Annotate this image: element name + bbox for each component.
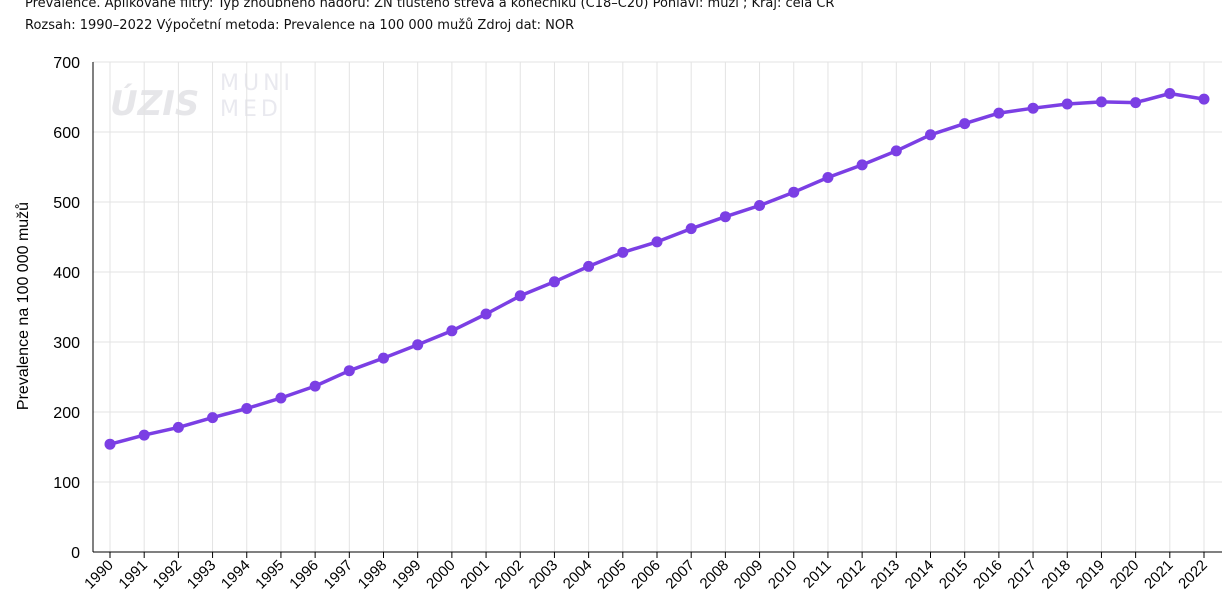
- x-tick-label: 2012: [833, 557, 869, 593]
- x-tick-label: 2015: [936, 557, 972, 593]
- data-point: [925, 129, 936, 141]
- x-tick-label: 2005: [594, 557, 630, 593]
- data-point: [617, 246, 629, 258]
- y-tick-label: 600: [53, 125, 80, 142]
- x-tick-label: 1993: [184, 557, 220, 593]
- uzis-logo: ÚZIS: [110, 83, 199, 124]
- data-point: [104, 438, 116, 450]
- y-tick-label: 500: [53, 195, 80, 212]
- data-point: [754, 200, 766, 211]
- x-tick-label: 2001: [457, 557, 493, 593]
- x-tick-label: 1990: [81, 557, 117, 593]
- grid: [93, 61, 1222, 552]
- data-point: [959, 118, 971, 130]
- data-point: [378, 352, 389, 364]
- x-tick-label: 2011: [800, 557, 835, 592]
- data-point: [241, 403, 253, 414]
- data-point: [1164, 88, 1176, 99]
- x-tick-labels: 1990199119921993199419951996199719981999…: [81, 557, 1211, 593]
- data-point: [583, 260, 595, 272]
- x-tick-label: 2022: [1175, 557, 1211, 593]
- data-point: [343, 365, 355, 377]
- med-logo: MED: [220, 97, 282, 122]
- x-tick-label: 1997: [321, 557, 357, 593]
- data-point: [309, 380, 321, 392]
- data-point: [822, 172, 834, 183]
- data-point: [514, 290, 526, 302]
- y-axis-label: Prevalence na 100 000 mužů: [14, 202, 32, 410]
- data-point: [207, 412, 219, 424]
- data-point: [412, 339, 424, 351]
- muni-logo: MUNI: [220, 71, 294, 96]
- x-tick-label: 2021: [1141, 557, 1177, 593]
- data-point: [719, 211, 731, 223]
- x-tick-label: 2002: [491, 557, 527, 593]
- data-point: [446, 325, 458, 337]
- y-tick-label: 0: [71, 545, 80, 562]
- x-tick-label: 2020: [1107, 557, 1143, 593]
- y-tick-labels: 0 100 200 300 400 500 600 700: [53, 55, 80, 562]
- x-tick-label: 2004: [560, 557, 596, 593]
- x-tick-label: 1996: [286, 557, 322, 593]
- x-tick-label: 2014: [902, 557, 938, 593]
- data-point: [480, 308, 492, 320]
- data-point: [1130, 97, 1142, 109]
- x-tick-label: 2018: [1038, 557, 1074, 593]
- data-point: [275, 392, 287, 404]
- x-tick-label: 2019: [1073, 557, 1109, 593]
- x-tick-label: 2007: [662, 557, 698, 593]
- data-point: [1095, 96, 1107, 108]
- data-point: [1061, 98, 1073, 110]
- data-point: [788, 186, 800, 198]
- x-tick-label: 1998: [355, 557, 391, 593]
- x-tick-label: 1999: [389, 557, 425, 593]
- data-point: [685, 223, 697, 235]
- x-tick-label: 2009: [731, 557, 767, 593]
- x-tick-label: 2010: [765, 557, 801, 593]
- range-description: Rozsah: 1990–2022 Výpočetní metoda: Prev…: [25, 18, 575, 33]
- x-tick-label: 2006: [628, 557, 664, 593]
- series-prevalence: [104, 88, 1210, 450]
- x-tick-label: 2016: [970, 557, 1006, 593]
- data-point: [1198, 93, 1210, 105]
- data-point: [1027, 102, 1039, 114]
- watermark: ÚZIS MUNI MED: [110, 71, 294, 124]
- y-tick-label: 300: [53, 335, 80, 352]
- x-tick-label: 2003: [526, 557, 562, 593]
- y-tick-label: 700: [53, 55, 80, 72]
- data-point: [890, 145, 902, 157]
- x-tick-label: 1995: [252, 557, 288, 593]
- x-tick-label: 2000: [423, 557, 459, 593]
- data-point: [172, 421, 184, 433]
- x-tick-label: 2008: [697, 557, 733, 593]
- x-tick-label: 1992: [150, 557, 186, 593]
- x-tick-label: 2013: [868, 557, 904, 593]
- data-point: [138, 429, 150, 441]
- x-tick-label: 2017: [1004, 557, 1040, 593]
- chart-header: Prevalence. Aplikované filtry: Typ zhoub…: [25, 0, 834, 37]
- y-tick-label: 100: [53, 475, 80, 492]
- filter-description: Prevalence. Aplikované filtry: Typ zhoub…: [25, 0, 835, 11]
- x-tick-label: 1994: [218, 557, 254, 593]
- data-point: [856, 159, 868, 171]
- data-point: [548, 276, 560, 288]
- y-tick-label: 200: [53, 405, 80, 422]
- x-tick-label: 1991: [115, 557, 151, 593]
- y-tick-label: 400: [53, 265, 80, 282]
- data-point: [651, 236, 663, 248]
- axes: [92, 62, 1222, 558]
- data-point: [993, 107, 1005, 119]
